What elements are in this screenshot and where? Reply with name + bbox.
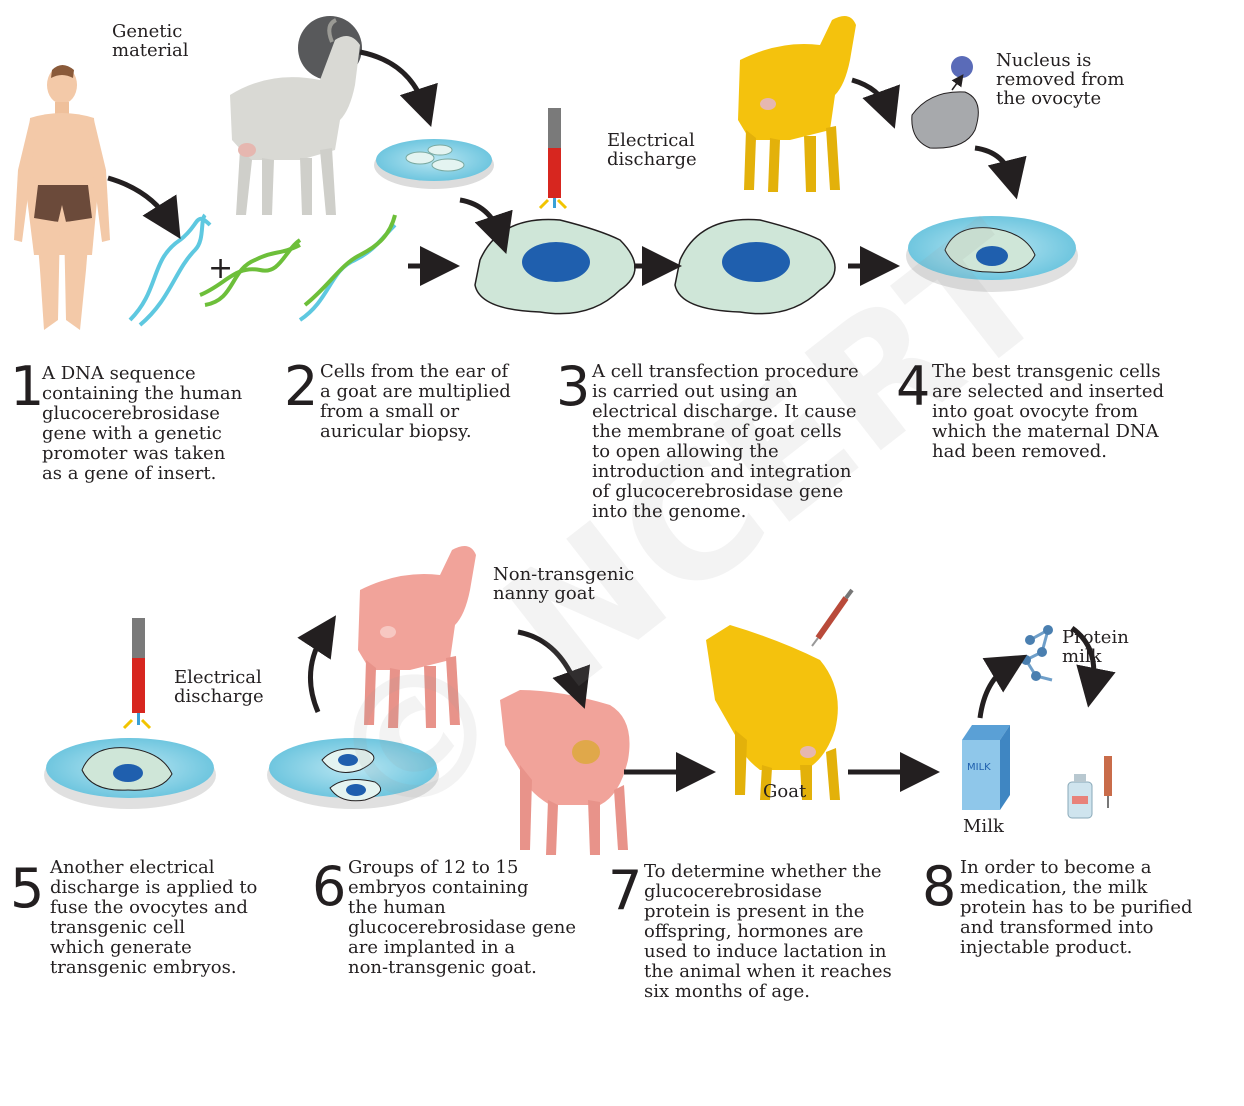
petri-dish-fusion: [44, 738, 216, 809]
step-8-text: In order to become a medication, the mil…: [960, 857, 1193, 958]
arrow-embryos-to-goat: [297, 615, 336, 713]
arrow-human-to-dna: [107, 175, 181, 239]
step-8-number: 8: [922, 855, 957, 918]
medicine-vial-icon: [1067, 774, 1093, 819]
dna-strand-recombinant: [298, 214, 397, 322]
step-2-text: Cells from the ear of a goat are multipl…: [320, 361, 511, 442]
label-protein-milk: Protein milk: [1062, 627, 1129, 667]
label-electrical-discharge-top: Electrical discharge: [607, 130, 697, 170]
step-4-text: The best transgenic cells are selected a…: [932, 361, 1165, 462]
label-electrical-discharge-bottom: Electrical discharge: [174, 667, 264, 707]
human-figure: [14, 65, 110, 330]
syringe-hormone: [811, 588, 854, 647]
arrow-goat-to-ovocyte: [851, 77, 900, 129]
label-goat: Goat: [763, 781, 807, 802]
electrode-top: [538, 108, 568, 210]
injection-syringe-icon: [1104, 756, 1112, 808]
step-3-number: 3: [556, 355, 591, 418]
pink-goat-pregnant: [500, 690, 630, 855]
step-1-number: 1: [10, 355, 45, 418]
flow-arrows: [107, 49, 1116, 792]
grey-goat: [230, 16, 362, 215]
step-5-text: Another electrical discharge is applied …: [50, 857, 258, 978]
electrode-bottom: [122, 618, 152, 730]
step-6-number: 6: [312, 855, 347, 918]
step-6-text: Groups of 12 to 15 embryos containing th…: [348, 857, 577, 978]
arrow-protein-to-medicine: [1070, 625, 1116, 708]
arrow-dish-to-cell: [459, 197, 513, 254]
step-5-number: 5: [10, 857, 45, 920]
arrow-goat-to-pregnant: [517, 629, 591, 709]
step-3-text: A cell transfection procedure is carried…: [592, 361, 859, 522]
step-1-text: A DNA sequence containing the human gluc…: [42, 363, 243, 484]
plus-sign: +: [208, 251, 233, 286]
milk-carton: MILK: [962, 725, 1010, 810]
petri-dish-ear-cells: [374, 139, 494, 189]
yellow-goat-bottom: [706, 625, 840, 800]
label-milk: Milk: [963, 816, 1004, 837]
label-non-transgenic-goat: Non-transgenic nanny goat: [493, 564, 635, 604]
cell-step3-b: [674, 218, 836, 315]
milk-carton-label: MILK: [967, 762, 991, 773]
arrow-goat-to-dish: [359, 49, 438, 128]
yellow-goat-top: [738, 16, 856, 192]
pink-goat-nanny: [358, 546, 476, 728]
protein-molecule-icon: [1021, 625, 1053, 682]
step-7-text: To determine whether the glucocerebrosid…: [644, 861, 892, 1002]
petri-dish-ovocyte: [906, 216, 1078, 292]
petri-dish-embryos: [267, 738, 439, 809]
arrow-ovocyte-to-dish: [974, 145, 1027, 200]
arrow-milk-to-protein: [977, 654, 1028, 719]
step-4-number: 4: [896, 355, 931, 418]
dna-strand-green: [199, 238, 302, 307]
label-nucleus-removed: Nucleus is removed from the ovocyte: [996, 50, 1125, 109]
dna-strand-blue: [128, 213, 212, 327]
step-2-number: 2: [284, 355, 319, 418]
cell-step3-a: [474, 218, 636, 315]
ovocyte: [911, 56, 979, 149]
label-genetic-material: Genetic material: [112, 21, 189, 61]
step-7-number: 7: [608, 859, 643, 922]
